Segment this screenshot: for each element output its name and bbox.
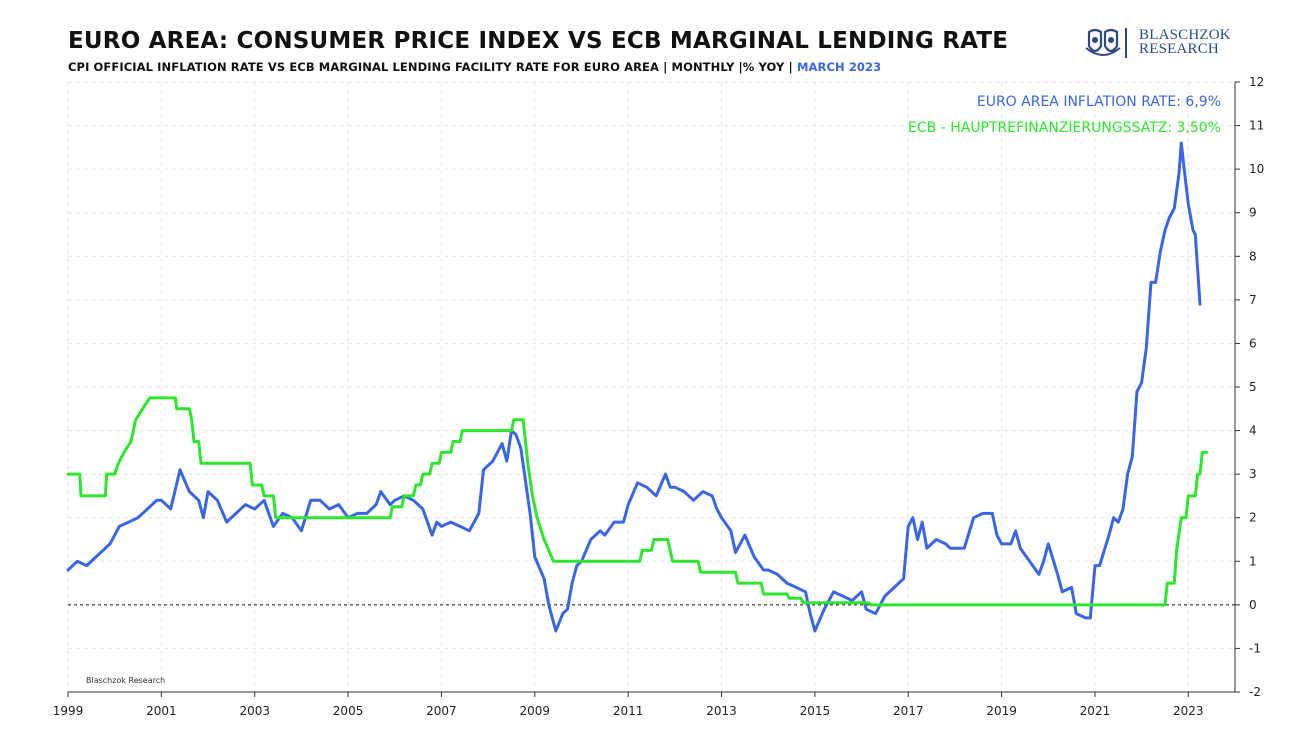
y-tick-label: 7	[1249, 293, 1257, 307]
annotations: EURO AREA INFLATION RATE: 6,9% ECB - HAUP…	[86, 94, 1221, 685]
y-tick-label: 10	[1249, 162, 1264, 176]
subtitle-main: CPI OFFICIAL INFLATION RATE VS ECB MARGI…	[68, 60, 793, 74]
y-tick-label: 8	[1249, 249, 1257, 263]
brand-logo-line2: RESEARCH	[1139, 41, 1219, 57]
y-tick-label: 9	[1249, 206, 1257, 220]
x-tick-label: 2009	[520, 704, 551, 718]
chart-title: EURO AREA: CONSUMER PRICE INDEX VS ECB M…	[68, 28, 1009, 54]
x-tick-label: 2005	[333, 704, 364, 718]
y-tick-label: 3	[1249, 467, 1257, 481]
ecb-annotation: ECB - HAUPTREFINANZIERUNGSSATZ: 3,50%	[908, 120, 1221, 136]
inflation-annotation: EURO AREA INFLATION RATE: 6,9%	[977, 94, 1221, 110]
x-tick-label: 2015	[800, 704, 831, 718]
y-tick-label: 4	[1249, 424, 1257, 438]
y-tick-label: 0	[1249, 598, 1257, 612]
x-tick-label: 2007	[426, 704, 457, 718]
chart-subtitle: CPI OFFICIAL INFLATION RATE VS ECB MARGI…	[68, 60, 881, 74]
x-tick-label: 2003	[239, 704, 270, 718]
y-tick-label: 6	[1249, 336, 1257, 350]
x-tick-label: 2017	[893, 704, 924, 718]
y-tick-label: -2	[1249, 685, 1261, 699]
series-group	[66, 141, 1209, 633]
x-tick-label: 1999	[53, 704, 84, 718]
brand-logo-text: BLASCHZOK RESEARCH	[1139, 27, 1231, 57]
y-tick-label: 5	[1249, 380, 1257, 394]
twin-shield-crest-icon	[1085, 28, 1127, 58]
grid-lines	[67, 81, 1235, 693]
brand-logo: BLASCHZOK RESEARCH	[1085, 26, 1245, 62]
x-tick-label: 2001	[146, 704, 177, 718]
x-tick-label: 2011	[613, 704, 644, 718]
y-tick-label: -1	[1249, 641, 1261, 655]
brand-logo-line1: BLASCHZOK	[1139, 27, 1231, 43]
y-tick-label: 1	[1249, 554, 1257, 568]
y-tick-label: 12	[1249, 75, 1264, 89]
inflation-series-line	[66, 141, 1202, 633]
x-tick-label: 2019	[986, 704, 1017, 718]
x-tick-label: 2023	[1173, 704, 1204, 718]
ecb-rate-series-line	[66, 396, 1209, 607]
x-tick-label: 2013	[706, 704, 737, 718]
y-tick-label: 11	[1249, 119, 1264, 133]
watermark-text: Blaschzok Research	[86, 676, 165, 685]
subtitle-date: MARCH 2023	[796, 60, 882, 74]
x-tick-label: 2021	[1080, 704, 1111, 718]
y-tick-label: 2	[1249, 511, 1257, 525]
